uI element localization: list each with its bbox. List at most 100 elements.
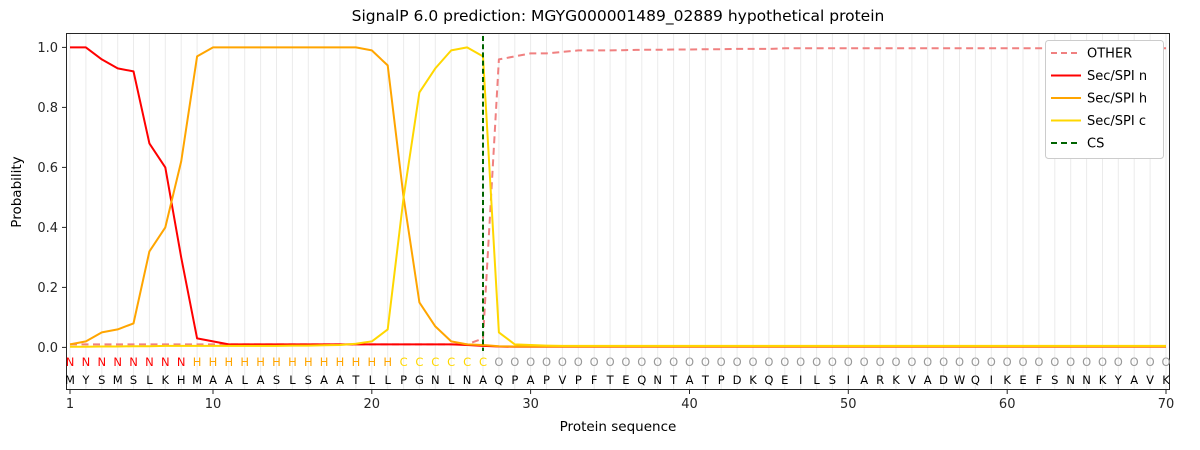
series-sec-spi-n-line	[70, 46, 1166, 348]
region-letter: O	[1003, 355, 1012, 369]
sequence-letter: P	[543, 373, 550, 387]
legend-box	[1045, 40, 1164, 159]
sequence-letter: L	[448, 373, 455, 387]
y-tick-label: 1.0	[37, 41, 58, 56]
region-letter: O	[907, 355, 916, 369]
sequence-letter: L	[384, 373, 391, 387]
sequence-letter: K	[749, 373, 757, 387]
sequence-letter: N	[463, 373, 472, 387]
sequence-letter: I	[990, 373, 993, 387]
region-letter: C	[479, 355, 487, 369]
region-letter: N	[82, 355, 91, 369]
region-letter: O	[876, 355, 885, 369]
sequence-letter: S	[130, 373, 137, 387]
region-letter: N	[177, 355, 186, 369]
region-letter: H	[272, 355, 281, 369]
sequence-letter: A	[209, 373, 217, 387]
region-letter: O	[923, 355, 932, 369]
x-tick-label: 20	[364, 397, 381, 412]
sequence-letter: A	[1130, 373, 1138, 387]
region-letter: H	[336, 355, 345, 369]
region-letter: C	[400, 355, 408, 369]
sequence-letter: S	[98, 373, 105, 387]
sequence-letter: D	[939, 373, 948, 387]
region-letter: O	[494, 355, 503, 369]
region-letter: O	[1098, 355, 1107, 369]
sequence-letter: M	[113, 373, 123, 387]
sequence-letter: V	[558, 373, 566, 387]
x-axis-ticks: 1 10 20 30 40 50 60 70	[66, 390, 1174, 412]
region-letter: H	[209, 355, 218, 369]
region-letter: H	[304, 355, 313, 369]
region-letter: O	[717, 355, 726, 369]
x-tick-label: 50	[840, 397, 857, 412]
region-letter: H	[288, 355, 297, 369]
series-sec-spi-c-line	[70, 46, 1166, 348]
sequence-letter: L	[369, 373, 376, 387]
x-tick-label: 1	[66, 397, 74, 412]
region-letter: O	[606, 355, 615, 369]
sequence-letter: N	[1066, 373, 1075, 387]
y-tick-label: 0.8	[37, 101, 58, 116]
sequence-letter: P	[511, 373, 518, 387]
region-letter: O	[1082, 355, 1091, 369]
region-letter: H	[320, 355, 329, 369]
sequence-letter: Q	[494, 373, 503, 387]
gridlines	[69, 33, 1167, 390]
region-letter: H	[224, 355, 233, 369]
region-letter: O	[1018, 355, 1027, 369]
region-letter: O	[1130, 355, 1139, 369]
region-letter: O	[764, 355, 773, 369]
sequence-letter: L	[289, 373, 296, 387]
y-tick-label: 0.2	[37, 281, 58, 296]
region-letter: O	[590, 355, 599, 369]
sequence-letter: L	[241, 373, 248, 387]
region-letter: O	[574, 355, 583, 369]
sequence-letter: F	[1036, 373, 1043, 387]
region-letter: O	[558, 355, 567, 369]
sequence-letter: M	[192, 373, 202, 387]
region-letter: H	[193, 355, 202, 369]
region-letter: N	[129, 355, 138, 369]
axes-box	[66, 33, 1170, 390]
y-tick-label: 0.0	[37, 341, 58, 356]
sequence-letter: I	[799, 373, 802, 387]
sequence-letter: L	[813, 373, 820, 387]
x-tick-label: 40	[681, 397, 698, 412]
region-letter: H	[352, 355, 361, 369]
sequence-letter: Y	[81, 373, 90, 387]
sequence-letter: I	[847, 373, 850, 387]
sequence-letter: P	[400, 373, 407, 387]
legend: OTHER Sec/SPI n Sec/SPI h Sec/SPI c CS	[1045, 40, 1164, 159]
sequence-letter: Q	[971, 373, 980, 387]
sequence-letter: A	[320, 373, 328, 387]
chart-title: SignalP 6.0 prediction: MGYG000001489_02…	[351, 7, 885, 25]
region-letter: O	[1066, 355, 1075, 369]
sequence-letter: E	[781, 373, 788, 387]
sequence-letter: E	[622, 373, 629, 387]
region-letter: O	[971, 355, 980, 369]
region-letter: N	[113, 355, 122, 369]
sequence-letter: S	[273, 373, 280, 387]
region-letter: O	[748, 355, 757, 369]
sequence-letter: S	[305, 373, 312, 387]
sequence-letter: Y	[1114, 373, 1123, 387]
region-letter: H	[240, 355, 249, 369]
sequence-letter: A	[860, 373, 868, 387]
series-other-line	[70, 47, 1166, 346]
sequence-letter: S	[1051, 373, 1058, 387]
region-letter: O	[939, 355, 948, 369]
sequence-letter: A	[686, 373, 694, 387]
region-letter: O	[796, 355, 805, 369]
region-letter: N	[66, 355, 75, 369]
sequence-letter: D	[733, 373, 742, 387]
sequence-letter: F	[591, 373, 598, 387]
x-axis-label: Protein sequence	[559, 419, 677, 435]
sequence-letter: A	[924, 373, 932, 387]
sequence-letter: T	[606, 373, 615, 387]
region-letter: O	[812, 355, 821, 369]
region-letter: N	[161, 355, 170, 369]
series-lines	[69, 36, 1166, 351]
